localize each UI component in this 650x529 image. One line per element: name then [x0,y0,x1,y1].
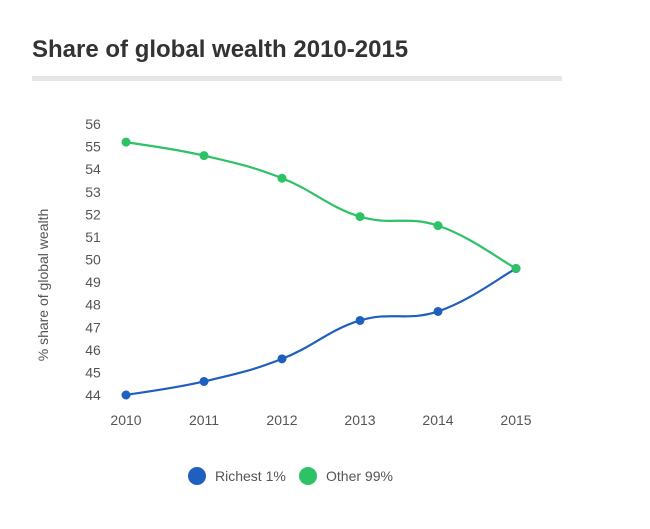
series-line-richest-1 [125,267,517,397]
legend: Richest 1% Other 99% [188,467,393,485]
y-tick-label: 50 [85,252,101,268]
y-tick-label: 56 [85,116,101,132]
x-tick-label: 2011 [189,412,219,428]
y-tick-label: 54 [85,161,101,177]
y-tick-label: 55 [85,139,101,155]
x-axis-ticks: 2010 2011 2012 2013 2014 2015 [110,412,531,428]
data-point-other-99 [433,221,443,231]
y-tick-label: 45 [85,364,101,380]
data-point-other-99 [511,264,521,274]
legend-label-other-99: Other 99% [326,468,393,484]
data-point-other-99 [121,137,131,147]
y-axis-label: % share of global wealth [35,209,51,362]
y-tick-label: 44 [85,387,101,403]
data-point-other-99 [277,173,287,183]
series-line-other-99 [125,140,517,270]
x-tick-label: 2012 [266,412,297,428]
y-tick-label: 52 [85,206,101,222]
y-tick-label: 53 [85,184,101,200]
data-point-other-99 [355,212,365,222]
x-tick-label: 2013 [344,412,375,428]
legend-swatch-other-99 [299,467,317,485]
y-tick-label: 46 [85,342,101,358]
data-point-richest-1 [355,315,365,325]
data-point-richest-1 [277,354,287,364]
legend-swatch-richest-1 [188,467,206,485]
y-tick-label: 47 [85,319,101,335]
y-tick-label: 51 [85,229,101,245]
data-point-other-99 [199,151,209,161]
data-point-richest-1 [121,390,131,400]
series-layer [121,137,521,400]
y-tick-label: 48 [85,297,101,313]
data-point-richest-1 [199,376,209,386]
chart-title: Share of global wealth 2010-2015 [32,36,409,63]
x-tick-label: 2015 [500,412,531,428]
y-tick-label: 49 [85,274,101,290]
legend-label-richest-1: Richest 1% [215,468,286,484]
y-axis-ticks: 44 45 46 47 48 49 50 51 52 53 54 55 56 [85,116,101,403]
x-tick-label: 2014 [422,412,453,428]
data-point-richest-1 [433,306,443,316]
title-divider [32,76,562,81]
x-tick-label: 2010 [110,412,141,428]
